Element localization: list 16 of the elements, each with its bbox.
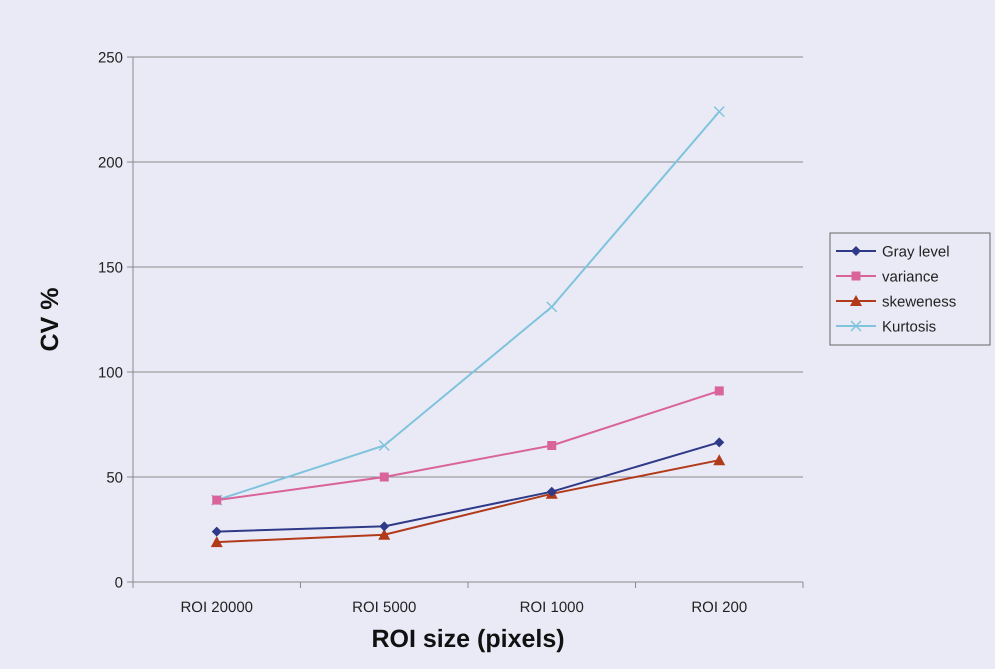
y-tick-label: 150 xyxy=(98,259,123,276)
legend-label: variance xyxy=(882,268,939,286)
legend-label: Gray level xyxy=(882,243,950,260)
y-tick-label: 0 xyxy=(114,574,123,592)
y-tick-label: 200 xyxy=(98,154,123,172)
y-tick-label: 100 xyxy=(98,364,123,382)
y-axis-title: CV % xyxy=(36,288,64,352)
legend-label: Kurtosis xyxy=(882,318,936,336)
y-tick-label: 250 xyxy=(98,49,123,66)
x-axis-title: ROI size (pixels) xyxy=(371,625,565,653)
y-tick-label: 50 xyxy=(106,469,123,486)
x-tick-label: ROI 1000 xyxy=(520,599,584,616)
x-tick-label: ROI 200 xyxy=(691,599,748,616)
x-tick-label: ROI 5000 xyxy=(352,599,416,616)
legend-label: skeweness xyxy=(882,293,956,310)
x-tick-label: ROI 20000 xyxy=(180,599,254,616)
